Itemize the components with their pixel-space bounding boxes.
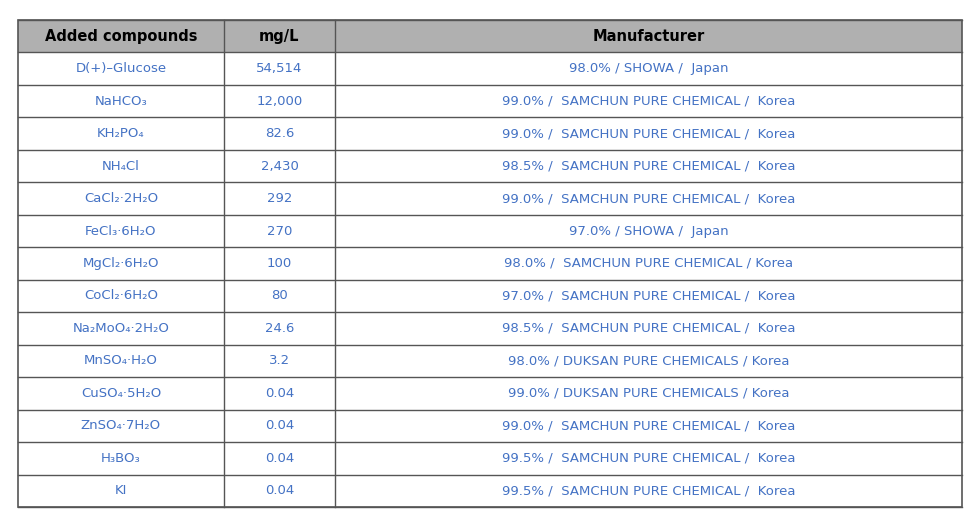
Text: KI: KI: [115, 484, 127, 497]
Text: 99.0% /  SAMCHUN PURE CHEMICAL /  Korea: 99.0% / SAMCHUN PURE CHEMICAL / Korea: [502, 192, 796, 205]
Text: ZnSO₄·7H₂O: ZnSO₄·7H₂O: [80, 419, 161, 432]
Text: 24.6: 24.6: [265, 322, 294, 335]
Bar: [18, 442, 962, 474]
Bar: [18, 247, 962, 280]
Text: 100: 100: [267, 257, 292, 270]
Text: 2,430: 2,430: [261, 160, 299, 173]
Text: 0.04: 0.04: [265, 452, 294, 465]
Text: NaHCO₃: NaHCO₃: [94, 95, 147, 108]
Bar: [18, 150, 962, 182]
Bar: [18, 182, 962, 215]
Text: 54,514: 54,514: [257, 62, 303, 75]
Bar: [18, 85, 962, 118]
Text: 99.0% /  SAMCHUN PURE CHEMICAL /  Korea: 99.0% / SAMCHUN PURE CHEMICAL / Korea: [502, 127, 796, 140]
Bar: [18, 409, 962, 442]
Text: Added compounds: Added compounds: [45, 29, 197, 44]
Text: 99.0% /  SAMCHUN PURE CHEMICAL /  Korea: 99.0% / SAMCHUN PURE CHEMICAL / Korea: [502, 419, 796, 432]
Text: 0.04: 0.04: [265, 484, 294, 497]
Text: 97.0% /  SAMCHUN PURE CHEMICAL /  Korea: 97.0% / SAMCHUN PURE CHEMICAL / Korea: [502, 289, 796, 302]
Text: MgCl₂·6H₂O: MgCl₂·6H₂O: [82, 257, 159, 270]
Text: 0.04: 0.04: [265, 419, 294, 432]
Bar: [18, 474, 962, 507]
Text: 99.5% /  SAMCHUN PURE CHEMICAL /  Korea: 99.5% / SAMCHUN PURE CHEMICAL / Korea: [502, 452, 796, 465]
Text: MnSO₄·H₂O: MnSO₄·H₂O: [84, 354, 158, 367]
Text: 292: 292: [267, 192, 292, 205]
Bar: [18, 118, 962, 150]
Text: D(+)–Glucose: D(+)–Glucose: [75, 62, 167, 75]
Text: 99.0% / DUKSAN PURE CHEMICALS / Korea: 99.0% / DUKSAN PURE CHEMICALS / Korea: [508, 387, 789, 400]
Text: 97.0% / SHOWA /  Japan: 97.0% / SHOWA / Japan: [568, 225, 728, 238]
Text: Na₂MoO₄·2H₂O: Na₂MoO₄·2H₂O: [73, 322, 170, 335]
Text: H₃BO₃: H₃BO₃: [101, 452, 141, 465]
Text: 98.0% /  SAMCHUN PURE CHEMICAL / Korea: 98.0% / SAMCHUN PURE CHEMICAL / Korea: [504, 257, 793, 270]
Bar: [18, 377, 962, 409]
Text: NH₄Cl: NH₄Cl: [102, 160, 140, 173]
Text: 80: 80: [271, 289, 288, 302]
Text: mg/L: mg/L: [260, 29, 300, 44]
Bar: [18, 312, 962, 345]
Bar: [18, 280, 962, 312]
Text: 98.0% / SHOWA /  Japan: 98.0% / SHOWA / Japan: [568, 62, 728, 75]
Text: CoCl₂·6H₂O: CoCl₂·6H₂O: [84, 289, 158, 302]
Text: CaCl₂·2H₂O: CaCl₂·2H₂O: [84, 192, 158, 205]
Text: 98.5% /  SAMCHUN PURE CHEMICAL /  Korea: 98.5% / SAMCHUN PURE CHEMICAL / Korea: [502, 322, 796, 335]
Bar: [18, 215, 962, 247]
Text: FeCl₃·6H₂O: FeCl₃·6H₂O: [85, 225, 157, 238]
Text: 270: 270: [267, 225, 292, 238]
Text: 12,000: 12,000: [257, 95, 303, 108]
Text: CuSO₄·5H₂O: CuSO₄·5H₂O: [80, 387, 161, 400]
Bar: [18, 53, 962, 85]
Text: 98.0% / DUKSAN PURE CHEMICALS / Korea: 98.0% / DUKSAN PURE CHEMICALS / Korea: [508, 354, 789, 367]
Text: 0.04: 0.04: [265, 387, 294, 400]
Text: Manufacturer: Manufacturer: [593, 29, 705, 44]
Bar: [18, 20, 962, 53]
Text: 3.2: 3.2: [269, 354, 290, 367]
Text: 98.5% /  SAMCHUN PURE CHEMICAL /  Korea: 98.5% / SAMCHUN PURE CHEMICAL / Korea: [502, 160, 796, 173]
Text: 82.6: 82.6: [265, 127, 294, 140]
Text: 99.5% /  SAMCHUN PURE CHEMICAL /  Korea: 99.5% / SAMCHUN PURE CHEMICAL / Korea: [502, 484, 796, 497]
Bar: [18, 345, 962, 377]
Text: 99.0% /  SAMCHUN PURE CHEMICAL /  Korea: 99.0% / SAMCHUN PURE CHEMICAL / Korea: [502, 95, 796, 108]
Text: KH₂PO₄: KH₂PO₄: [97, 127, 145, 140]
